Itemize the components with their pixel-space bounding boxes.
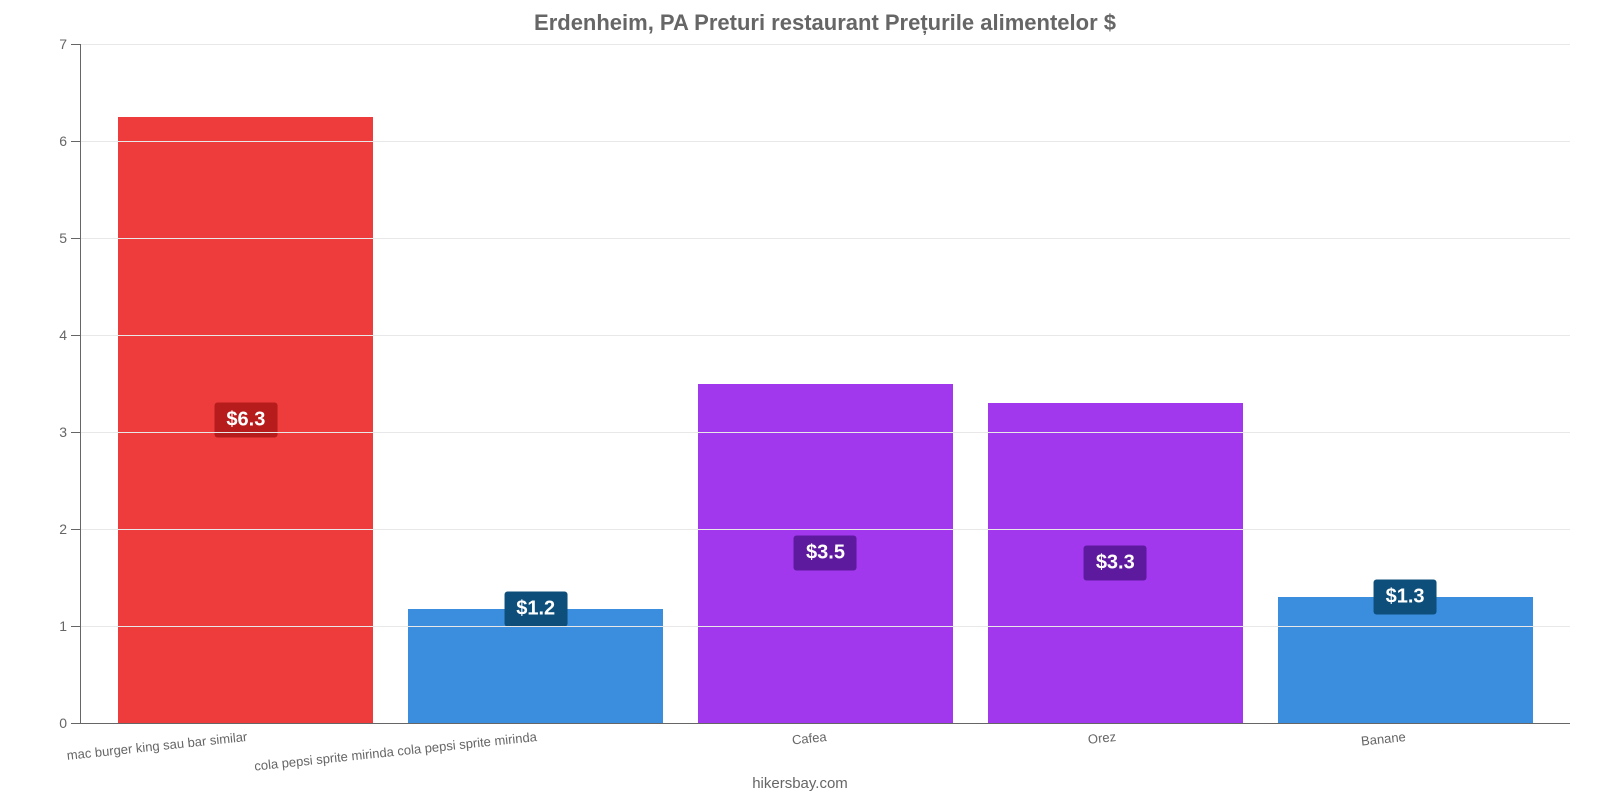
- y-tick: [71, 723, 81, 724]
- bar-slot: $1.2: [391, 44, 681, 723]
- y-tick: [71, 432, 81, 433]
- bar: $3.3: [988, 403, 1243, 723]
- y-axis-label: 0: [59, 715, 67, 731]
- bar-slot: $6.3: [101, 44, 391, 723]
- x-axis-label: mac burger king sau bar similar: [66, 729, 248, 763]
- value-badge: $1.2: [504, 591, 567, 626]
- attribution-text: hikersbay.com: [0, 775, 1600, 792]
- plot-area: $6.3$1.2$3.5$3.3$1.3 mac burger king sau…: [80, 44, 1570, 724]
- x-labels-group: mac burger king sau bar similarcola peps…: [81, 723, 1570, 763]
- x-label-slot: Orez: [970, 723, 1260, 763]
- chart-container: Erdenheim, PA Preturi restaurant Prețuri…: [0, 0, 1600, 800]
- x-axis-label: Orez: [1087, 729, 1117, 747]
- grid-line: [81, 141, 1570, 142]
- grid-line: [81, 529, 1570, 530]
- x-axis-label: Cafea: [791, 729, 827, 748]
- x-axis-label: Banane: [1361, 729, 1407, 749]
- grid-line: [81, 44, 1570, 45]
- bar-slot: $3.5: [681, 44, 971, 723]
- grid-line: [81, 335, 1570, 336]
- grid-line: [81, 238, 1570, 239]
- bar: $1.3: [1278, 597, 1533, 723]
- bar: $3.5: [698, 384, 953, 724]
- x-label-slot: Banane: [1260, 723, 1550, 763]
- y-tick: [71, 238, 81, 239]
- y-axis-label: 6: [59, 133, 67, 149]
- value-badge: $3.5: [794, 536, 857, 571]
- y-axis-label: 1: [59, 618, 67, 634]
- y-axis-label: 3: [59, 424, 67, 440]
- y-tick: [71, 44, 81, 45]
- x-label-slot: Cafea: [681, 723, 971, 763]
- value-badge: $1.3: [1374, 579, 1437, 614]
- bar-slot: $3.3: [970, 44, 1260, 723]
- y-axis-label: 5: [59, 230, 67, 246]
- y-tick: [71, 335, 81, 336]
- bars-group: $6.3 $1.2 $3.5 $3.3 $1.3: [81, 44, 1570, 723]
- y-axis-label: 7: [59, 36, 67, 52]
- x-label-slot: cola pepsi sprite mirinda cola pepsi spr…: [391, 723, 681, 763]
- grid-line: [81, 432, 1570, 433]
- bar: $6.3: [118, 117, 373, 723]
- y-tick: [71, 529, 81, 530]
- value-badge: $3.3: [1084, 545, 1147, 580]
- y-tick: [71, 141, 81, 142]
- grid-line: [81, 626, 1570, 627]
- y-axis-label: 4: [59, 327, 67, 343]
- bar-slot: $1.3: [1260, 44, 1550, 723]
- chart-title: Erdenheim, PA Preturi restaurant Prețuri…: [80, 10, 1570, 36]
- y-axis-label: 2: [59, 521, 67, 537]
- y-tick: [71, 626, 81, 627]
